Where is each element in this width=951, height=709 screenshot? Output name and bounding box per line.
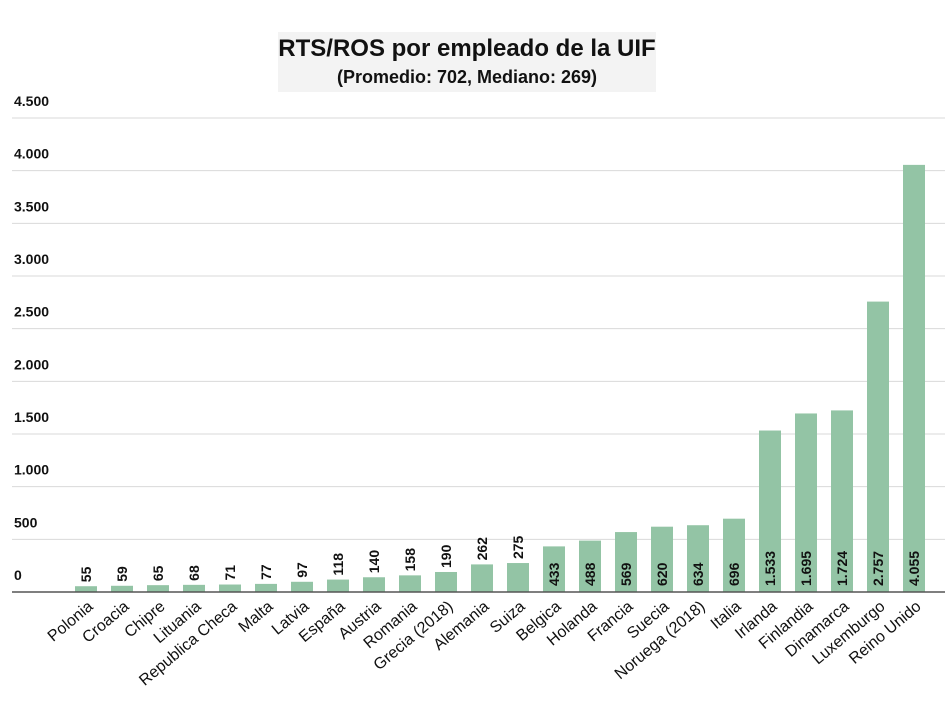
value-label: 433 bbox=[546, 562, 562, 586]
chart-title: RTS/ROS por empleado de la UIF bbox=[278, 35, 655, 62]
bar bbox=[867, 301, 889, 592]
y-tick-label: 3.500 bbox=[14, 198, 49, 214]
value-label: 4.055 bbox=[906, 551, 922, 586]
y-tick-label: 2.500 bbox=[14, 304, 49, 320]
value-label: 118 bbox=[330, 553, 346, 576]
bar bbox=[327, 579, 349, 592]
y-tick-label: 0 bbox=[14, 567, 22, 583]
y-tick-label: 4.500 bbox=[14, 93, 49, 109]
bar bbox=[75, 586, 97, 592]
bar bbox=[255, 583, 277, 592]
value-label: 71 bbox=[222, 565, 238, 581]
bar bbox=[183, 584, 205, 592]
value-label: 634 bbox=[690, 562, 706, 586]
bar bbox=[147, 585, 169, 592]
value-label: 2.757 bbox=[870, 551, 886, 586]
bar bbox=[831, 410, 853, 592]
title-box bbox=[278, 32, 656, 92]
y-tick-label: 4.000 bbox=[14, 146, 49, 162]
y-tick-label: 2.000 bbox=[14, 356, 49, 372]
value-label: 620 bbox=[654, 562, 670, 586]
bar bbox=[111, 585, 133, 592]
bar bbox=[687, 525, 709, 592]
value-label: 68 bbox=[186, 565, 202, 581]
value-label: 488 bbox=[582, 562, 598, 586]
value-label: 140 bbox=[366, 550, 382, 574]
value-label: 1.724 bbox=[834, 551, 850, 586]
bar bbox=[543, 546, 565, 592]
value-label: 65 bbox=[150, 565, 166, 581]
bar bbox=[651, 526, 673, 592]
value-label: 569 bbox=[618, 562, 634, 586]
value-label: 275 bbox=[510, 535, 526, 559]
y-tick-label: 500 bbox=[14, 514, 38, 530]
value-label: 262 bbox=[474, 537, 490, 561]
bar bbox=[471, 564, 493, 592]
value-label: 190 bbox=[438, 544, 454, 568]
chart-subtitle: (Promedio: 702, Mediano: 269) bbox=[337, 67, 597, 87]
bar bbox=[435, 571, 457, 592]
value-label: 97 bbox=[294, 562, 310, 578]
bar bbox=[795, 413, 817, 592]
bar bbox=[723, 518, 745, 592]
value-label: 55 bbox=[78, 566, 94, 582]
bar bbox=[363, 577, 385, 592]
x-tick-label: Malta bbox=[236, 598, 277, 636]
value-label: 158 bbox=[402, 548, 418, 572]
value-label: 1.695 bbox=[798, 551, 814, 586]
y-tick-label: 3.000 bbox=[14, 251, 49, 267]
bar bbox=[219, 584, 241, 592]
bar bbox=[399, 575, 421, 592]
value-label: 77 bbox=[258, 564, 274, 580]
bar bbox=[507, 563, 529, 592]
bar bbox=[291, 581, 313, 592]
bar bbox=[759, 430, 781, 592]
value-label: 59 bbox=[114, 566, 130, 582]
bar bbox=[579, 540, 601, 592]
y-tick-label: 1.500 bbox=[14, 409, 49, 425]
value-label: 1.533 bbox=[762, 551, 778, 586]
bar bbox=[615, 532, 637, 592]
y-tick-label: 1.000 bbox=[14, 462, 49, 478]
value-label: 696 bbox=[726, 562, 742, 586]
bar bbox=[903, 164, 925, 592]
